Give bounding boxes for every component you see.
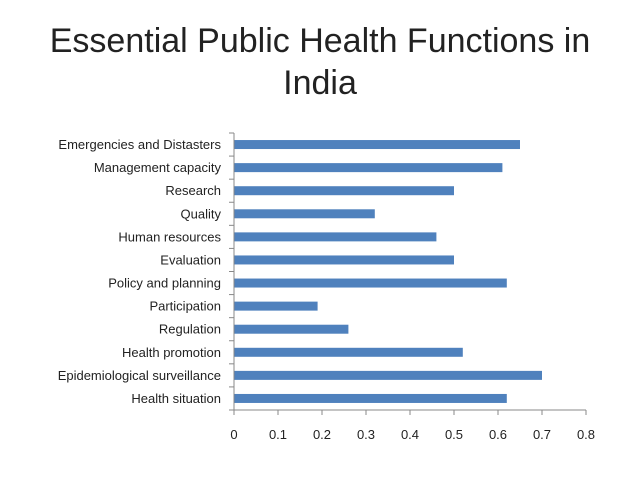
category-label: Emergencies and Distasters xyxy=(58,137,221,152)
bar xyxy=(234,324,349,334)
category-label: Health situation xyxy=(131,391,221,406)
bar xyxy=(234,163,503,173)
category-label: Quality xyxy=(181,206,222,221)
x-tick-label: 0.7 xyxy=(533,427,551,442)
x-tick-label: 0.1 xyxy=(269,427,287,442)
category-label: Management capacity xyxy=(94,160,222,175)
x-tick-label: 0.3 xyxy=(357,427,375,442)
bar xyxy=(234,278,507,288)
category-label: Health promotion xyxy=(122,345,221,360)
category-label: Evaluation xyxy=(160,252,221,267)
axes-group xyxy=(229,132,587,415)
bar xyxy=(234,347,463,357)
category-label: Regulation xyxy=(159,322,221,337)
x-tick-label: 0.2 xyxy=(313,427,331,442)
bars-group xyxy=(234,140,542,403)
category-label: Epidemiological surveillance xyxy=(58,368,221,383)
x-tick-label: 0 xyxy=(230,427,237,442)
bar xyxy=(234,255,454,265)
category-label: Human resources xyxy=(118,229,221,244)
bar xyxy=(234,140,520,150)
x-tick-label: 0.6 xyxy=(489,427,507,442)
bar xyxy=(234,209,375,219)
bar xyxy=(234,301,318,311)
category-label: Research xyxy=(165,183,221,198)
x-tick-label: 0.4 xyxy=(401,427,419,442)
category-labels: Emergencies and Distasters Management cap… xyxy=(58,137,222,406)
bar xyxy=(234,393,507,403)
category-label: Policy and planning xyxy=(108,276,221,291)
category-label: Participation xyxy=(149,299,221,314)
bar xyxy=(234,186,454,196)
chart-title: Essential Public Health Functions in Ind… xyxy=(49,22,591,102)
x-tick-label: 0.8 xyxy=(577,427,595,442)
bar xyxy=(234,232,437,242)
bar xyxy=(234,370,542,380)
x-tick-label: 0.5 xyxy=(445,427,463,442)
x-tick-labels: 0 0.1 0.2 0.3 0.4 0.5 0.6 0.7 0.8 xyxy=(230,427,595,442)
